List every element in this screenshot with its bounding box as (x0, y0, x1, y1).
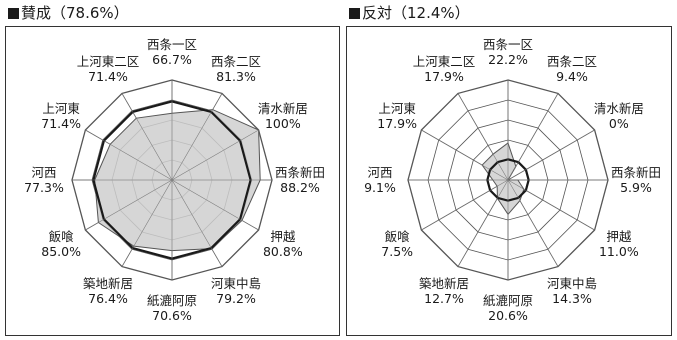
category-label: 押越 (270, 229, 296, 244)
category-label: 紙漉阿原 (147, 293, 197, 308)
value-label: 14.3% (552, 291, 592, 306)
category-label: 上河東 (378, 101, 416, 116)
category-label: 清水新居 (594, 101, 644, 116)
grid-spoke-overlay (171, 93, 223, 181)
value-label: 22.2% (488, 52, 528, 67)
value-label: 71.4% (88, 69, 128, 84)
title-square-icon (349, 8, 360, 19)
agree-panel-title: 賛成（78.6%） (8, 2, 129, 24)
category-label: 飯喰 (49, 229, 75, 244)
grid-spoke-overlay (121, 93, 173, 181)
category-label: 河東中島 (211, 276, 261, 291)
value-label: 79.2% (216, 291, 256, 306)
value-label: 71.4% (41, 116, 81, 131)
oppose-panel-title: 反対（12.4%） (349, 2, 470, 24)
value-label: 100% (265, 116, 301, 131)
category-label: 河東中島 (547, 276, 597, 291)
category-label: 紙漉阿原 (483, 293, 533, 308)
grid-spoke-overlay (457, 179, 509, 267)
category-label: 西条二区 (211, 54, 261, 69)
category-label: 飯喰 (385, 229, 411, 244)
oppose-chart-panel (346, 26, 672, 336)
category-label: 押越 (606, 229, 632, 244)
oppose-title-text: 反対（12.4%） (362, 4, 470, 22)
grid-spoke-overlay (85, 179, 173, 231)
category-label: 上河東二区 (77, 54, 140, 69)
agree-title-text: 賛成（78.6%） (21, 4, 129, 22)
category-label: 上河東 (42, 101, 80, 116)
category-label: 清水新居 (258, 101, 308, 116)
grid-spoke-overlay (171, 179, 259, 231)
category-label: 上河東二区 (413, 54, 476, 69)
grid-spoke-overlay (85, 129, 173, 181)
value-label: 66.7% (152, 52, 192, 67)
category-label: 河西 (31, 165, 56, 180)
agree-chart-panel (5, 26, 340, 336)
category-label: 西条一区 (483, 37, 533, 52)
category-label: 西条新田 (275, 165, 325, 180)
value-label: 20.6% (488, 308, 528, 323)
value-label: 70.6% (152, 308, 192, 323)
value-label: 85.0% (41, 244, 81, 259)
grid-spoke-overlay (421, 179, 509, 231)
value-label: 9.1% (364, 180, 396, 195)
category-label: 西条一区 (147, 37, 197, 52)
value-label: 11.0% (599, 244, 639, 259)
grid-spoke-overlay (171, 129, 259, 181)
value-label: 7.5% (381, 244, 413, 259)
category-label: 西条二区 (547, 54, 597, 69)
value-label: 77.3% (24, 180, 64, 195)
value-label: 80.8% (263, 244, 303, 259)
grid-spoke-overlay (171, 179, 223, 267)
grid-spoke-overlay (507, 129, 595, 181)
grid-spoke-overlay (421, 129, 509, 181)
grid-spoke-overlay (507, 179, 559, 267)
value-label: 81.3% (216, 69, 256, 84)
grid-spoke-overlay (507, 179, 595, 231)
value-label: 17.9% (377, 116, 417, 131)
title-square-icon (8, 8, 19, 19)
value-label: 17.9% (424, 69, 464, 84)
grid-spoke-overlay (507, 93, 559, 181)
value-label: 9.4% (556, 69, 588, 84)
value-label: 12.7% (424, 291, 464, 306)
category-label: 築地新居 (83, 276, 133, 291)
value-label: 5.9% (620, 180, 652, 195)
grid-spoke-overlay (457, 93, 509, 181)
category-label: 河西 (367, 165, 392, 180)
value-label: 76.4% (88, 291, 128, 306)
category-label: 西条新田 (611, 165, 661, 180)
grid-spoke-overlay (121, 179, 173, 267)
value-label: 0% (609, 116, 629, 131)
category-label: 築地新居 (419, 276, 469, 291)
value-label: 88.2% (280, 180, 320, 195)
